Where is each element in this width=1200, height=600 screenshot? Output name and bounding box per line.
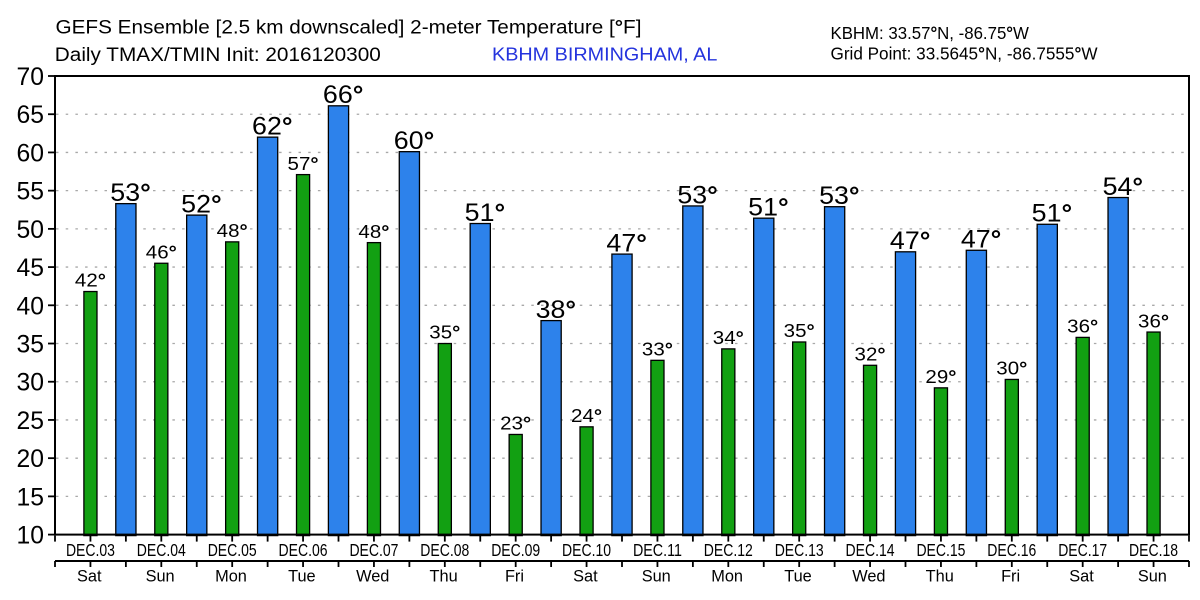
- svg-text:34°: 34 °: [713, 328, 744, 348]
- svg-text:48°: 48 °: [358, 222, 389, 242]
- svg-text:DEC.14: DEC.14: [846, 540, 895, 560]
- svg-text:DEC.07: DEC.07: [349, 540, 398, 560]
- svg-text:55: 55: [17, 179, 44, 206]
- svg-text:Sun: Sun: [1138, 567, 1167, 585]
- svg-text:DEC.18: DEC.18: [1129, 540, 1178, 560]
- svg-text:60°: 60°: [394, 128, 435, 155]
- svg-text:54°: 54°: [1103, 174, 1144, 201]
- svg-text:Sat: Sat: [77, 567, 102, 585]
- svg-text:29°: 29 °: [925, 367, 956, 387]
- svg-text:50: 50: [17, 217, 44, 244]
- svg-text:DEC.17: DEC.17: [1058, 540, 1107, 560]
- svg-text:Grid Point: 33.5645°N, -86.755: Grid Point: 33.5645°N, -86.7555°W: [831, 44, 1099, 64]
- svg-text:10: 10: [17, 523, 44, 550]
- svg-text:57°: 57 °: [288, 154, 319, 174]
- svg-text:DEC.16: DEC.16: [987, 540, 1036, 560]
- svg-text:70: 70: [17, 64, 44, 91]
- svg-text:Mon: Mon: [711, 567, 743, 585]
- svg-text:52°: 52°: [181, 192, 222, 219]
- svg-text:23°: 23 °: [500, 414, 531, 434]
- svg-text:Mon: Mon: [215, 567, 247, 585]
- svg-text:DEC.15: DEC.15: [916, 540, 965, 560]
- svg-text:47°: 47°: [606, 230, 646, 257]
- svg-text:Thu: Thu: [430, 567, 458, 585]
- svg-text:Tue: Tue: [288, 567, 316, 585]
- svg-text:53°: 53°: [677, 182, 717, 209]
- svg-text:51°: 51°: [465, 200, 505, 227]
- svg-text:36°: 36 °: [1138, 311, 1169, 331]
- svg-text:60: 60: [17, 140, 44, 167]
- svg-text:24°: 24 °: [571, 406, 602, 426]
- svg-text:46°: 46 °: [146, 242, 177, 262]
- svg-text:30°: 30 °: [996, 359, 1027, 379]
- svg-text:DEC.09: DEC.09: [491, 540, 540, 560]
- svg-text:38°: 38°: [536, 297, 576, 324]
- svg-text:Fri: Fri: [1001, 567, 1020, 585]
- svg-text:KBHM: 33.57°N, -86.75°W: KBHM: 33.57°N, -86.75°W: [831, 23, 1030, 43]
- svg-text:Sat: Sat: [1069, 567, 1094, 585]
- svg-text:42°: 42 °: [75, 271, 106, 291]
- svg-text:DEC.13: DEC.13: [775, 540, 824, 560]
- svg-text:DEC.12: DEC.12: [704, 540, 753, 560]
- svg-text:25: 25: [17, 408, 44, 435]
- svg-text:Sun: Sun: [146, 567, 175, 585]
- svg-text:35°: 35 °: [784, 321, 815, 341]
- svg-text:Daily TMAX/TMIN Init: 20161203: Daily TMAX/TMIN Init: 2016120300: [55, 44, 381, 66]
- svg-text:DEC.03: DEC.03: [66, 540, 115, 560]
- svg-text:DEC.05: DEC.05: [208, 540, 257, 560]
- svg-text:53°: 53°: [110, 180, 151, 207]
- svg-text:15: 15: [17, 484, 44, 511]
- svg-text:Wed: Wed: [356, 567, 389, 585]
- svg-text:66°: 66°: [323, 82, 364, 109]
- svg-text:48°: 48 °: [217, 221, 248, 241]
- svg-text:GEFS Ensemble [2.5 km downscal: GEFS Ensemble [2.5 km downscaled] 2-mete…: [56, 17, 642, 39]
- svg-text:47°: 47°: [890, 228, 930, 255]
- svg-text:Sat: Sat: [573, 567, 598, 585]
- svg-text:62°: 62°: [252, 114, 293, 141]
- svg-text:Tue: Tue: [784, 567, 812, 585]
- svg-text:51°: 51°: [1032, 201, 1073, 228]
- svg-text:32°: 32 °: [855, 345, 886, 365]
- svg-text:DEC.06: DEC.06: [279, 540, 328, 560]
- svg-text:36°: 36 °: [1067, 317, 1098, 337]
- svg-text:DEC.11: DEC.11: [633, 540, 682, 560]
- svg-text:KBHM BIRMINGHAM, AL: KBHM BIRMINGHAM, AL: [492, 45, 717, 66]
- svg-text:20: 20: [17, 446, 44, 473]
- svg-text:DEC.04: DEC.04: [137, 540, 186, 560]
- svg-text:33°: 33 °: [642, 340, 673, 360]
- svg-text:Thu: Thu: [926, 567, 954, 585]
- svg-text:65: 65: [17, 102, 44, 129]
- svg-text:Wed: Wed: [852, 567, 885, 585]
- svg-text:35°: 35 °: [429, 323, 460, 343]
- svg-text:30: 30: [17, 370, 44, 397]
- svg-text:53°: 53°: [819, 183, 859, 210]
- svg-text:Fri: Fri: [505, 567, 524, 585]
- svg-text:51°: 51°: [748, 195, 788, 222]
- svg-text:47°: 47°: [961, 227, 1001, 254]
- svg-text:45: 45: [17, 255, 44, 282]
- svg-text:40: 40: [17, 293, 44, 320]
- svg-text:DEC.10: DEC.10: [562, 540, 611, 560]
- svg-text:DEC.08: DEC.08: [420, 540, 469, 560]
- svg-text:Sun: Sun: [642, 567, 671, 585]
- svg-text:35: 35: [17, 332, 44, 359]
